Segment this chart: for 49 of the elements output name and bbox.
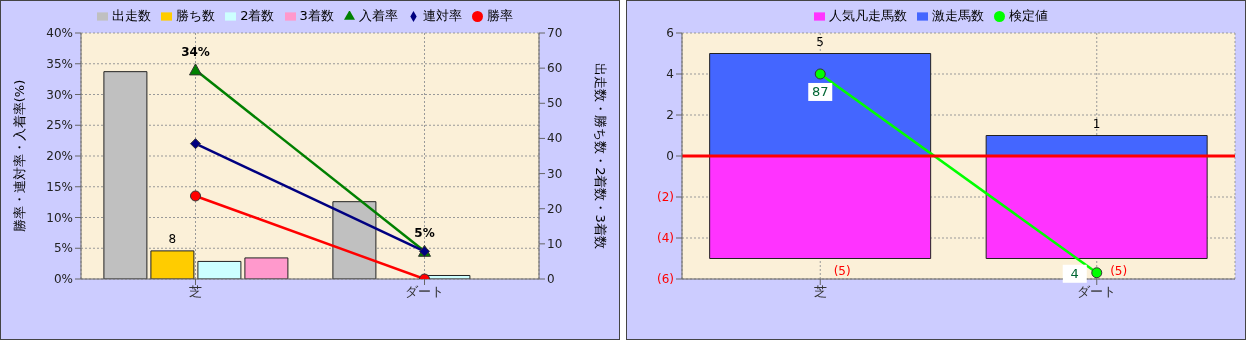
data-label: (5) bbox=[833, 263, 851, 278]
y2-tick-label: 60 bbox=[547, 61, 563, 76]
y-tick-label: 5% bbox=[53, 241, 73, 256]
x-tick-label: 芝 bbox=[813, 284, 827, 300]
data-label: 8 bbox=[168, 231, 177, 246]
y-tick-label: 2 bbox=[666, 108, 674, 122]
data-label: 5% bbox=[414, 226, 435, 241]
y-tick-label: 0% bbox=[53, 272, 73, 286]
y2-tick-label: 0 bbox=[547, 272, 555, 286]
legend-label: 連対率 bbox=[422, 8, 462, 23]
legend-label: 人気凡走馬数 bbox=[829, 8, 907, 23]
legend-label: 3着数 bbox=[299, 8, 334, 23]
data-label: 87 bbox=[811, 83, 829, 99]
legend-label: 出走数 bbox=[112, 8, 152, 23]
data-label: (5) bbox=[1110, 263, 1128, 278]
x-tick-label: ダート bbox=[1077, 284, 1117, 300]
data-label: 4 bbox=[1070, 265, 1079, 281]
y-tick-label: (6) bbox=[657, 272, 674, 286]
y-tick-label: (4) bbox=[657, 231, 674, 245]
x-tick-label: 芝 bbox=[189, 284, 202, 300]
y2-tick-label: 20 bbox=[547, 201, 563, 216]
y-tick-label: 0 bbox=[666, 149, 674, 163]
data-label: 5 bbox=[816, 34, 824, 49]
y2-tick-label: 70 bbox=[547, 26, 563, 40]
y2-tick-label: 10 bbox=[547, 236, 563, 251]
y-axis-title: 勝率・連対率・入着率(%) bbox=[11, 79, 27, 233]
y-tick-label: 10% bbox=[46, 210, 73, 225]
y-tick-label: 25% bbox=[46, 118, 73, 133]
y-tick-label: 30% bbox=[46, 87, 73, 102]
y2-tick-label: 50 bbox=[547, 96, 563, 111]
y-tick-label: (2) bbox=[657, 190, 674, 204]
legend-label: 入着率 bbox=[358, 8, 398, 23]
legend-label: 勝率 bbox=[486, 8, 513, 23]
y2-tick-label: 40 bbox=[547, 131, 563, 146]
legend-label: 2着数 bbox=[240, 8, 275, 23]
y-tick-label: 20% bbox=[46, 149, 73, 163]
y-tick-label: 35% bbox=[46, 56, 73, 71]
y2-tick-label: 30 bbox=[547, 166, 563, 181]
y-tick-label: 40% bbox=[46, 26, 73, 40]
y2-axis-title: 出走数・勝ち数・2着数・3着数 bbox=[593, 63, 609, 249]
y-tick-label: 15% bbox=[46, 179, 73, 194]
x-tick-label: ダート bbox=[405, 284, 444, 300]
data-label: 34% bbox=[181, 44, 210, 59]
legend-label: 勝ち数 bbox=[176, 8, 216, 23]
legend-label: 激走馬数 bbox=[932, 8, 984, 23]
y-tick-label: 6 bbox=[666, 26, 674, 40]
legend-label: 検定値 bbox=[1009, 8, 1048, 23]
data-label: 1 bbox=[1092, 116, 1101, 131]
y-tick-label: 4 bbox=[666, 67, 674, 81]
